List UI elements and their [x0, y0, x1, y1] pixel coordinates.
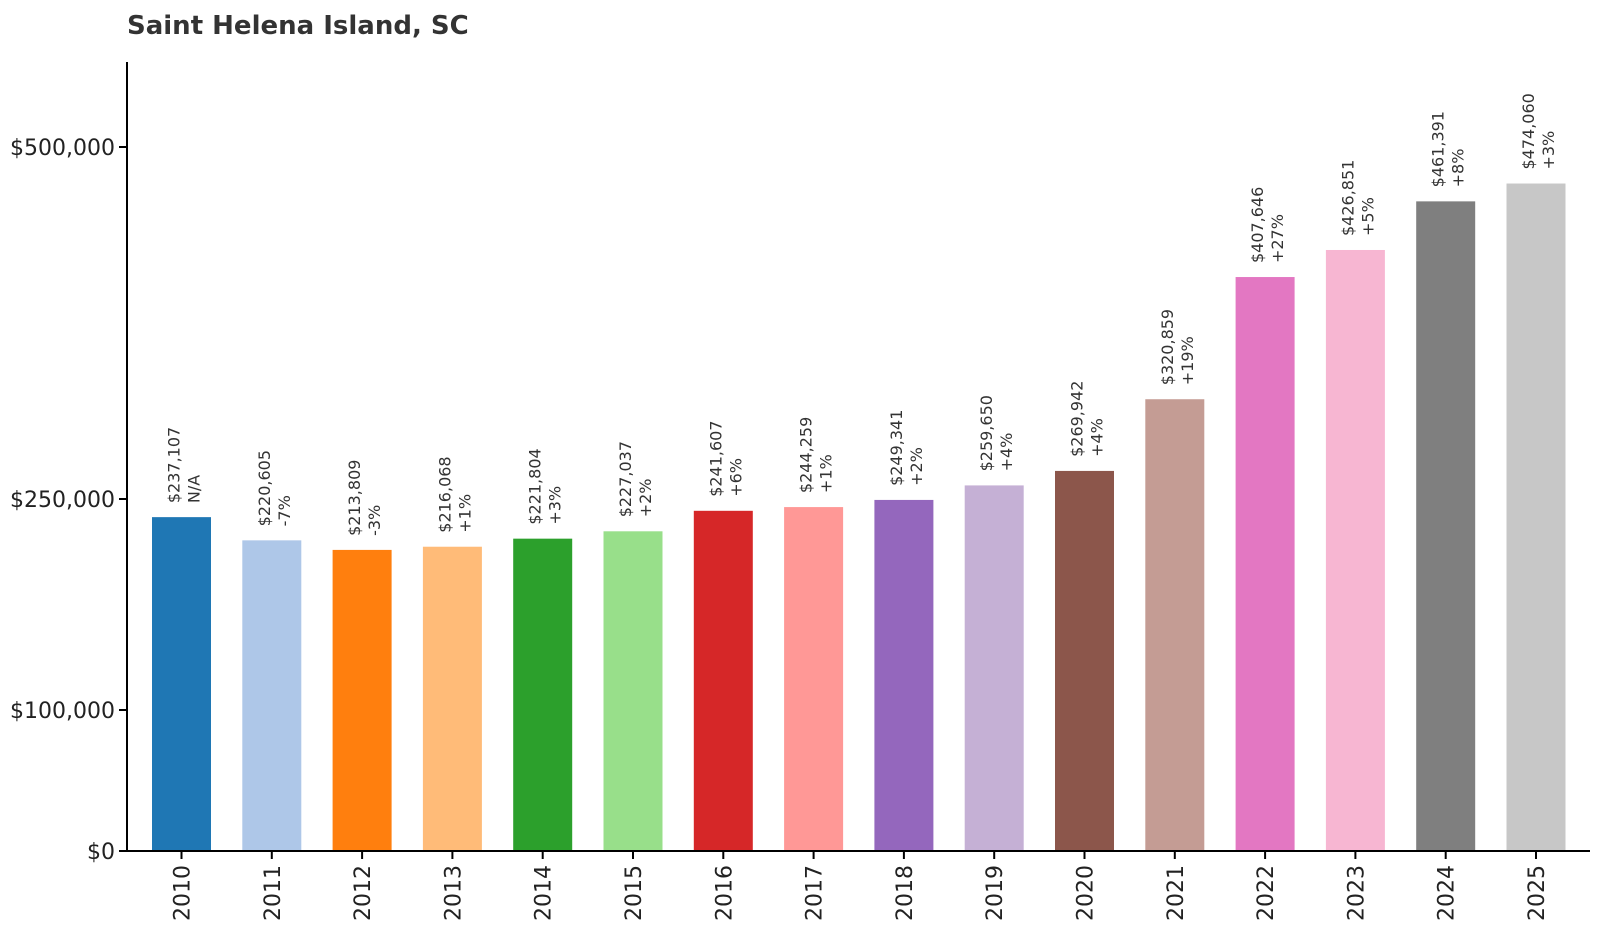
x-tick-label: 2017 — [803, 865, 828, 921]
value-label: $249,341 — [887, 410, 906, 486]
x-tick-label: 2020 — [1074, 865, 1099, 921]
x-tick-label: 2016 — [712, 865, 737, 921]
change-label: -3% — [365, 505, 384, 536]
change-label: N/A — [185, 475, 204, 503]
x-tick-label: 2019 — [983, 865, 1008, 921]
x-tick-label: 2022 — [1254, 865, 1279, 921]
change-label: +4% — [1088, 418, 1107, 457]
bar-2016 — [693, 510, 753, 851]
change-label: +2% — [636, 479, 655, 518]
bar-2010 — [152, 517, 211, 851]
bar-2011 — [242, 540, 302, 851]
bar-2015 — [603, 531, 663, 851]
change-label: -7% — [275, 495, 294, 526]
x-tick-label: 2014 — [532, 865, 557, 921]
value-label: $407,646 — [1248, 187, 1267, 263]
value-label: $244,259 — [797, 417, 816, 493]
x-tick-label: 2010 — [171, 865, 196, 921]
bar-2012 — [332, 549, 392, 851]
bar-2023 — [1325, 249, 1385, 852]
bar-2019 — [964, 485, 1024, 851]
value-label: $213,809 — [345, 460, 364, 536]
change-label: +27% — [1268, 214, 1287, 263]
y-tick-label: $500,000 — [10, 136, 115, 161]
change-label: +8% — [1449, 149, 1468, 188]
change-label: +5% — [1358, 197, 1377, 236]
bar-2014 — [513, 538, 573, 851]
x-axis: 2010 2011 2012 2013 2014 2015 2016 2017 2018 2019… — [126, 850, 1590, 921]
value-label: $426,851 — [1338, 160, 1357, 236]
change-label: +1% — [817, 454, 836, 493]
change-label: +4% — [997, 433, 1016, 472]
x-tick-label: 2015 — [622, 865, 647, 921]
change-label: +2% — [907, 447, 926, 486]
value-label: $216,068 — [435, 456, 454, 532]
bar-2018 — [874, 499, 934, 851]
x-tick-label: 2023 — [1344, 865, 1369, 921]
x-tick-label: 2018 — [893, 865, 918, 921]
value-label: $237,107 — [165, 427, 184, 503]
bar-2017 — [784, 507, 844, 851]
x-tick-label: 2012 — [351, 865, 376, 921]
x-tick-label: 2013 — [441, 865, 466, 921]
y-axis: $0 $100,000 $250,000 $500,000 — [10, 62, 128, 865]
bar-2024 — [1416, 201, 1476, 852]
x-tick-label: 2021 — [1164, 865, 1189, 921]
value-label: $269,942 — [1068, 381, 1087, 457]
change-label: +19% — [1178, 336, 1197, 385]
chart-title: Saint Helena Island, SC — [127, 11, 469, 41]
change-label: +3% — [1539, 131, 1558, 170]
value-label: $259,650 — [977, 395, 996, 471]
y-tick-label: $100,000 — [10, 699, 115, 724]
y-tick-label: $250,000 — [10, 488, 115, 513]
change-label: +3% — [546, 486, 565, 525]
value-label: $461,391 — [1429, 111, 1448, 187]
value-label: $320,859 — [1158, 309, 1177, 385]
y-tick-label: $0 — [87, 840, 115, 865]
bars — [152, 183, 1566, 852]
change-label: +6% — [726, 458, 745, 497]
x-tick-label: 2024 — [1435, 865, 1460, 921]
x-tick-label: 2025 — [1525, 865, 1550, 921]
value-label: $227,037 — [616, 441, 635, 517]
change-label: +1% — [455, 494, 474, 533]
x-tick-label: 2011 — [261, 865, 286, 921]
value-label: $221,804 — [526, 448, 545, 524]
bar-2022 — [1235, 277, 1295, 851]
bar-2021 — [1145, 399, 1205, 851]
bar-2025 — [1506, 183, 1566, 852]
bar-2020 — [1055, 470, 1114, 851]
value-label: $241,607 — [706, 420, 725, 496]
value-label: $220,605 — [255, 450, 274, 526]
data-labels: $237,107 N/A $220,605 -7% $213,809 -3% $216,06… — [165, 93, 1559, 536]
bar-2013 — [422, 546, 482, 851]
value-label: $474,060 — [1519, 93, 1538, 169]
